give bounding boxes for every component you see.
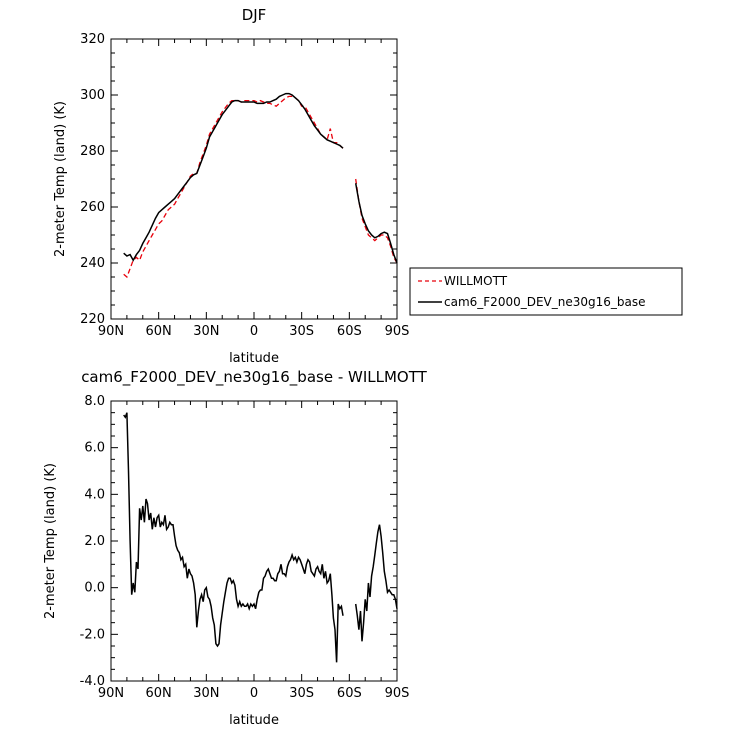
y-tick-label: 300 xyxy=(80,88,105,103)
top-y-axis-label: 2-meter Temp (land) (K) xyxy=(53,101,68,257)
top-legend: WILLMOTT cam6_F2000_DEV_ne30g16_base xyxy=(409,267,683,316)
bottom-plot-frame xyxy=(110,400,398,682)
bottom-chart-title: cam6_F2000_DEV_ne30g16_base - WILLMOTT xyxy=(81,368,427,387)
legend-willmott-label: WILLMOTT xyxy=(444,274,508,288)
bottom-axis-ticks: 90N 60N 30N 0 30S 60S 90S -4.0 -2.0 0.0 2.0 4.0 6.0 8… xyxy=(80,394,410,701)
x-tick-label: 60S xyxy=(337,324,362,339)
y-tick-label: 240 xyxy=(80,256,105,271)
bottom-plot-area: 90N 60N 30N 0 30S 60S 90S -4.0 -2.0 0.0 2.0 4.0 6.0 8… xyxy=(80,394,410,701)
y-tick-label: -4.0 xyxy=(80,674,105,689)
top-chart-title: DJF xyxy=(242,6,267,24)
y-tick-label: 0.0 xyxy=(84,581,105,596)
top-series-lines xyxy=(123,92,398,279)
y-tick-label: 8.0 xyxy=(84,394,105,409)
bottom-y-axis-label: 2-meter Temp (land) (K) xyxy=(43,463,58,619)
y-tick-label: 6.0 xyxy=(84,441,105,456)
legend-model-label: cam6_F2000_DEV_ne30g16_base xyxy=(444,295,646,309)
x-tick-label: 30N xyxy=(193,686,219,701)
x-tick-label: 90S xyxy=(385,686,410,701)
y-tick-label: 220 xyxy=(80,312,105,327)
x-tick-label: 30N xyxy=(193,324,219,339)
top-x-axis-label: latitude xyxy=(229,351,279,366)
x-tick-label: 0 xyxy=(250,686,258,701)
bottom-x-axis-label: latitude xyxy=(229,713,279,728)
y-tick-label: 280 xyxy=(80,144,105,159)
x-tick-label: 60N xyxy=(146,686,172,701)
bottom-series-lines xyxy=(123,412,398,663)
model-series-line xyxy=(123,92,398,264)
x-tick-label: 60S xyxy=(337,686,362,701)
x-tick-label: 30S xyxy=(289,324,314,339)
y-tick-label: -2.0 xyxy=(80,627,105,642)
difference-series-line xyxy=(123,412,398,663)
top-plot-frame xyxy=(110,38,398,320)
x-tick-label: 90N xyxy=(98,686,124,701)
x-tick-label: 60N xyxy=(146,324,172,339)
difference-panel: cam6_F2000_DEV_ne30g16_base - WILLMOTT 9… xyxy=(43,368,428,728)
djf-temperature-panel: DJF 90N 60N 30N 0 30S 60S 90S 220 240 260 280 300 32… xyxy=(53,6,683,366)
y-tick-label: 260 xyxy=(80,200,105,215)
y-tick-label: 320 xyxy=(80,32,105,47)
x-tick-label: 90S xyxy=(385,324,410,339)
y-tick-label: 2.0 xyxy=(84,534,105,549)
top-plot-area: 90N 60N 30N 0 30S 60S 90S 220 240 260 280 300 320 xyxy=(80,32,409,339)
legend-box xyxy=(409,267,683,316)
x-tick-label: 30S xyxy=(289,686,314,701)
top-axis-ticks: 90N 60N 30N 0 30S 60S 90S 220 240 260 280 300 320 xyxy=(80,32,409,339)
x-tick-label: 90N xyxy=(98,324,124,339)
y-tick-label: 4.0 xyxy=(84,487,105,502)
x-tick-label: 0 xyxy=(250,324,258,339)
